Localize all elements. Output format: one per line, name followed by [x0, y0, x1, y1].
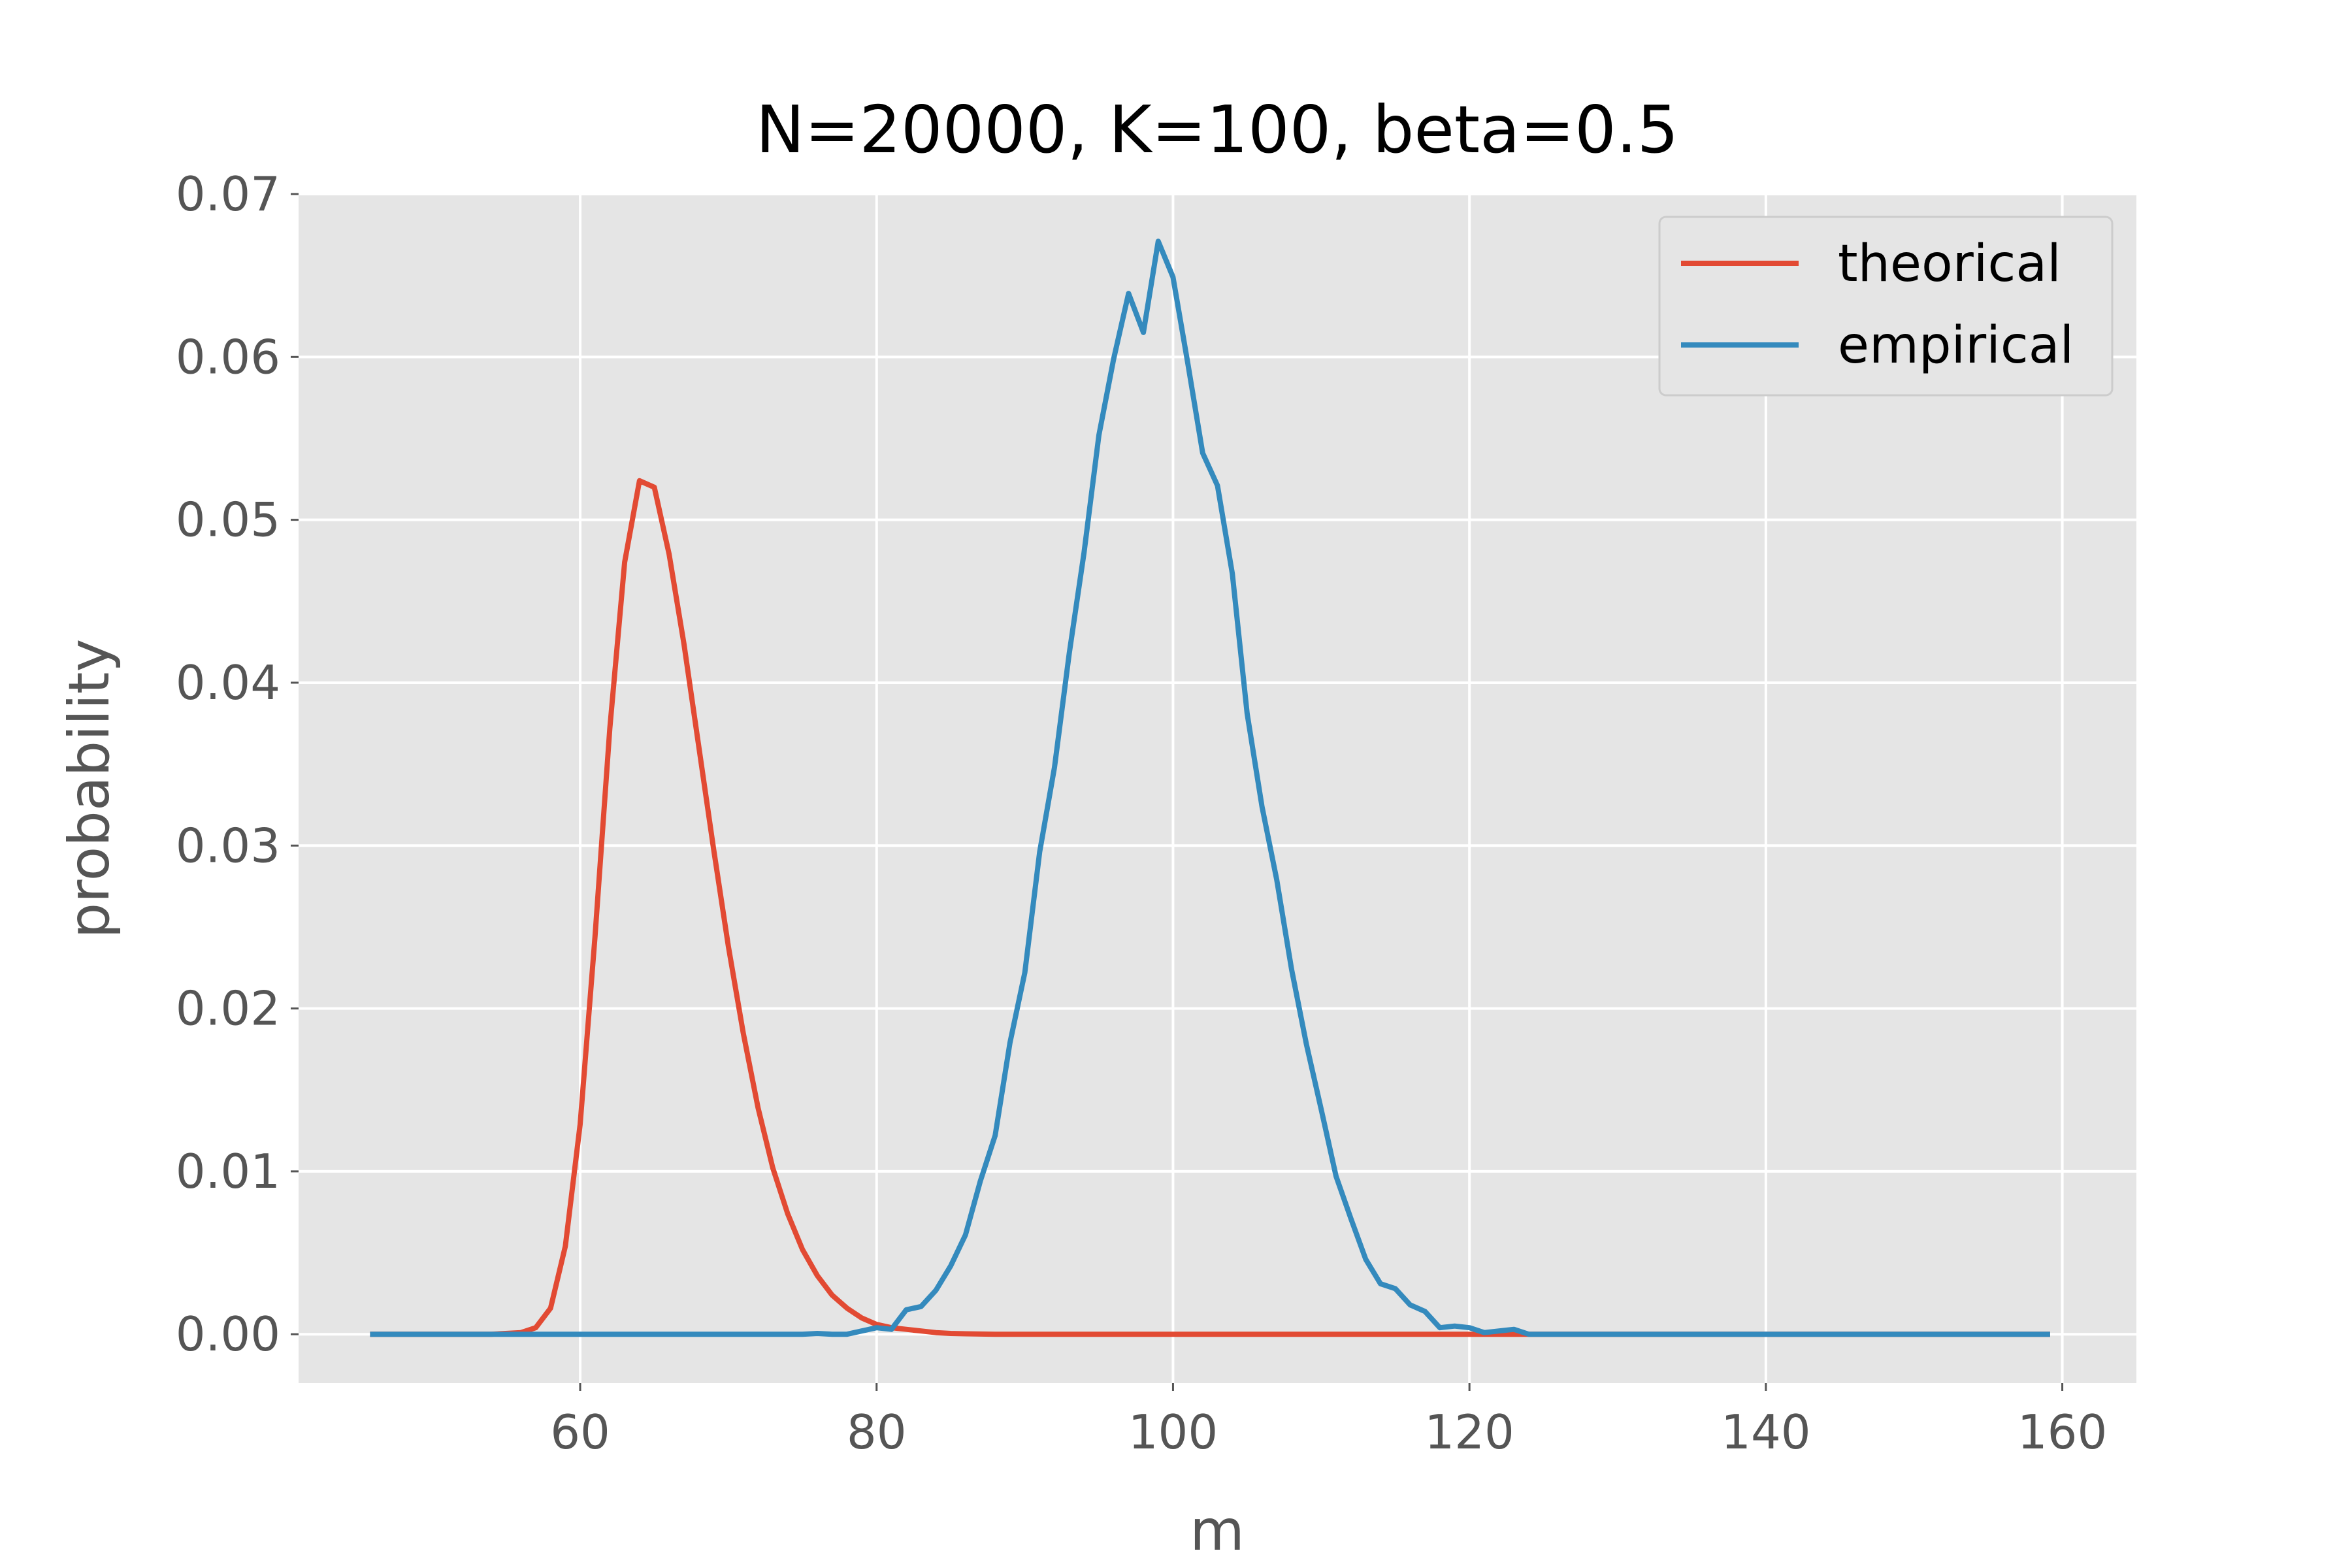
y-tick-label: 0.01	[176, 1144, 280, 1199]
y-tick-label: 0.04	[176, 655, 280, 710]
chart-title: N=20000, K=100, beta=0.5	[756, 91, 1678, 168]
x-tick-label: 160	[2017, 1405, 2107, 1460]
series-line-empirical	[370, 238, 2050, 1337]
legend: theorical empirical	[1658, 216, 2114, 397]
x-tick-label: 80	[847, 1405, 907, 1460]
x-axis-ticks: 60 80 100 120 140 160	[550, 1383, 2107, 1460]
y-tick-label: 0.07	[176, 167, 280, 221]
x-tick-label: 100	[1128, 1405, 1218, 1460]
series-line-theorical	[370, 478, 2050, 1337]
x-axis-label: m	[1190, 1498, 1245, 1563]
y-tick-label: 0.05	[176, 493, 280, 547]
y-axis-label: probability	[57, 639, 122, 939]
y-tick-label: 0.02	[176, 981, 280, 1036]
series-lines	[370, 238, 2050, 1337]
y-tick-label: 0.00	[176, 1307, 280, 1362]
x-tick-label: 60	[550, 1405, 610, 1460]
y-tick-label: 0.06	[176, 329, 280, 384]
x-tick-label: 140	[1721, 1405, 1810, 1460]
legend-label-theorical: theorical	[1838, 235, 2061, 293]
x-tick-label: 120	[1424, 1405, 1514, 1460]
y-axis-ticks: 0.00 0.01 0.02 0.03 0.04 0.05 0.06 0.07	[176, 167, 299, 1362]
legend-label-empirical: empirical	[1838, 316, 2074, 375]
y-tick-label: 0.03	[176, 818, 280, 873]
